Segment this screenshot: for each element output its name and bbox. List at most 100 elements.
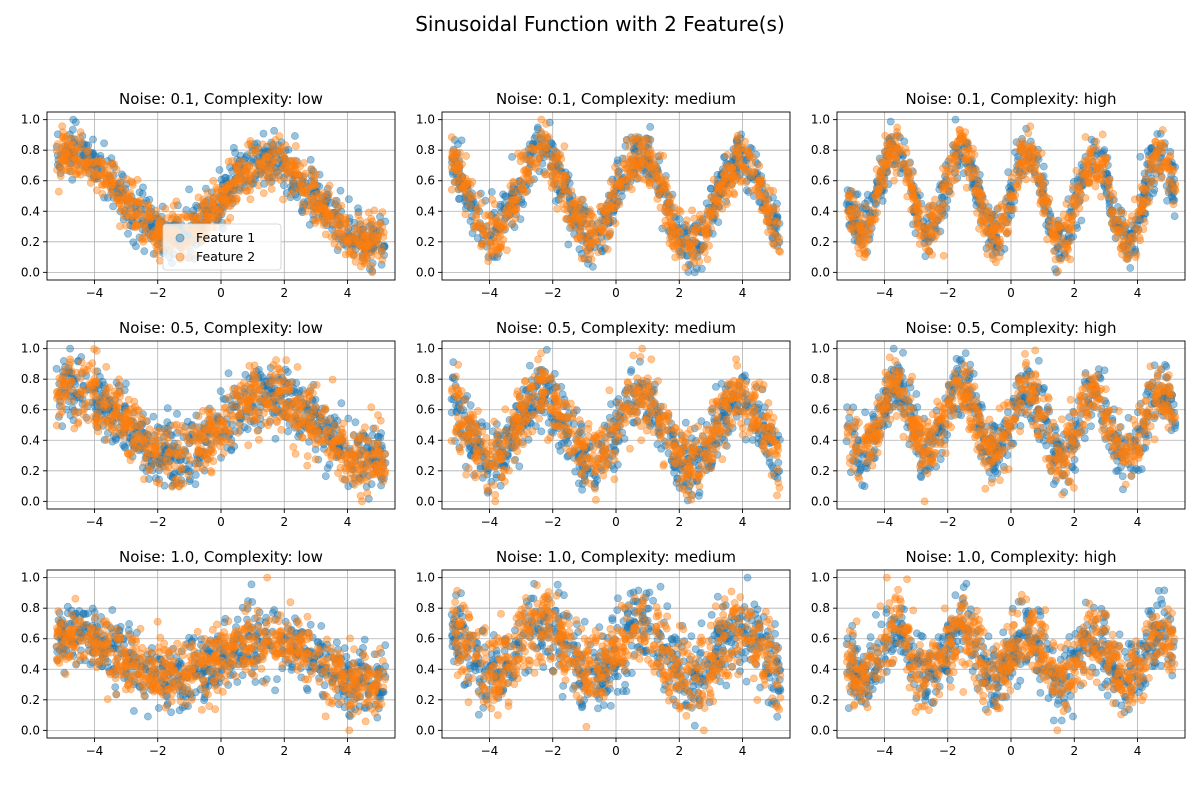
scatter-point [297, 182, 306, 190]
scatter-point [224, 157, 233, 166]
scatter-point [537, 115, 546, 124]
scatter-point [942, 184, 950, 193]
scatter-point [1062, 199, 1071, 208]
scatter-point [715, 181, 723, 190]
scatter-point [973, 208, 981, 217]
scatter-point [335, 242, 343, 251]
scatter-point [367, 262, 376, 270]
scatter-point [943, 163, 951, 172]
scatter-point [931, 195, 939, 204]
scatter-point [1164, 186, 1173, 195]
scatter-point [966, 156, 975, 165]
scatter-point [951, 115, 960, 124]
scatter-point [143, 228, 151, 237]
scatter-point [293, 193, 301, 202]
scatter-point [488, 195, 496, 204]
scatter-point [1076, 180, 1084, 189]
scatter-point [229, 143, 238, 152]
scatter-point [872, 197, 881, 205]
scatter-point [302, 188, 311, 197]
scatter-point [309, 171, 318, 179]
scatter-point [586, 219, 594, 228]
scatter-point [575, 245, 584, 254]
scatter-point [560, 142, 569, 151]
scatter-point [284, 427, 292, 436]
scatter-point [246, 137, 255, 145]
x-tick-label: 0 [217, 286, 225, 300]
scatter-point [761, 203, 770, 212]
scatter-point [659, 151, 668, 160]
scatter-point [1080, 167, 1088, 176]
scatter-point [846, 205, 855, 213]
scatter-point [1022, 175, 1030, 184]
scatter-point [908, 183, 917, 192]
scatter-point [986, 212, 995, 221]
scatter-point [724, 173, 733, 182]
scatter-point [92, 186, 101, 195]
scatter-point [133, 175, 142, 184]
scatter-point [496, 232, 505, 240]
scatter-point [193, 213, 202, 221]
scatter-point [246, 195, 255, 204]
scatter-point [1031, 163, 1040, 171]
scatter-point [353, 237, 362, 245]
scatter-point [1010, 168, 1019, 177]
scatter-point [772, 205, 781, 213]
x-tick-label: 4 [344, 286, 352, 300]
scatter-point [1101, 178, 1110, 186]
y-tick-label: 0.2 [416, 235, 435, 249]
scatter-point [307, 164, 316, 173]
scatter-point [325, 460, 334, 469]
scatter-point [337, 399, 346, 408]
scatter-point [1171, 186, 1180, 195]
scatter-point [886, 117, 895, 126]
scatter-point [508, 197, 517, 205]
scatter-point [363, 239, 372, 247]
scatter-point [1057, 234, 1065, 243]
scatter-point [203, 188, 212, 197]
scatter-point [962, 183, 971, 192]
x-tick-label: −4 [481, 286, 499, 300]
scatter-point [927, 213, 935, 221]
y-tick-label: 0.4 [811, 204, 830, 218]
scatter-point [997, 216, 1005, 225]
scatter-point [1096, 169, 1105, 178]
scatter-point [216, 387, 225, 396]
scatter-point [488, 217, 497, 226]
scatter-point [276, 146, 285, 154]
scatter-point [107, 159, 116, 167]
scatter-point [1137, 182, 1146, 191]
scatter-point [484, 211, 493, 219]
scatter-point [531, 159, 540, 168]
y-tick-label: 0.0 [21, 265, 40, 279]
scatter-point [123, 175, 131, 184]
scatter-point [1131, 253, 1140, 261]
y-tick-label: 0.2 [811, 235, 830, 249]
scatter-point [676, 207, 685, 216]
scatter-point [1157, 139, 1166, 147]
scatter-point [1136, 236, 1144, 245]
scatter-point [1149, 189, 1158, 197]
scatter-point [741, 145, 750, 154]
scatter-point [546, 165, 555, 174]
y-tick-label: 0.6 [811, 174, 830, 188]
scatter-point [685, 239, 693, 248]
scatter-point [461, 210, 470, 219]
scatter-point [318, 203, 327, 212]
scatter-point [153, 213, 162, 222]
scatter-point [59, 156, 68, 165]
scatter-point [1114, 216, 1123, 224]
scatter-point [506, 182, 515, 190]
scatter-point [890, 176, 898, 185]
x-tick-label: −2 [544, 286, 562, 300]
scatter-point [541, 130, 550, 139]
scatter-point [869, 205, 878, 214]
scatter-point [1048, 229, 1057, 238]
scatter-point [983, 250, 992, 258]
scatter-point [351, 418, 360, 427]
scatter-point [606, 177, 615, 186]
scatter-point [500, 219, 509, 228]
subplot-title: Noise: 0.1, Complexity: low [119, 90, 323, 108]
